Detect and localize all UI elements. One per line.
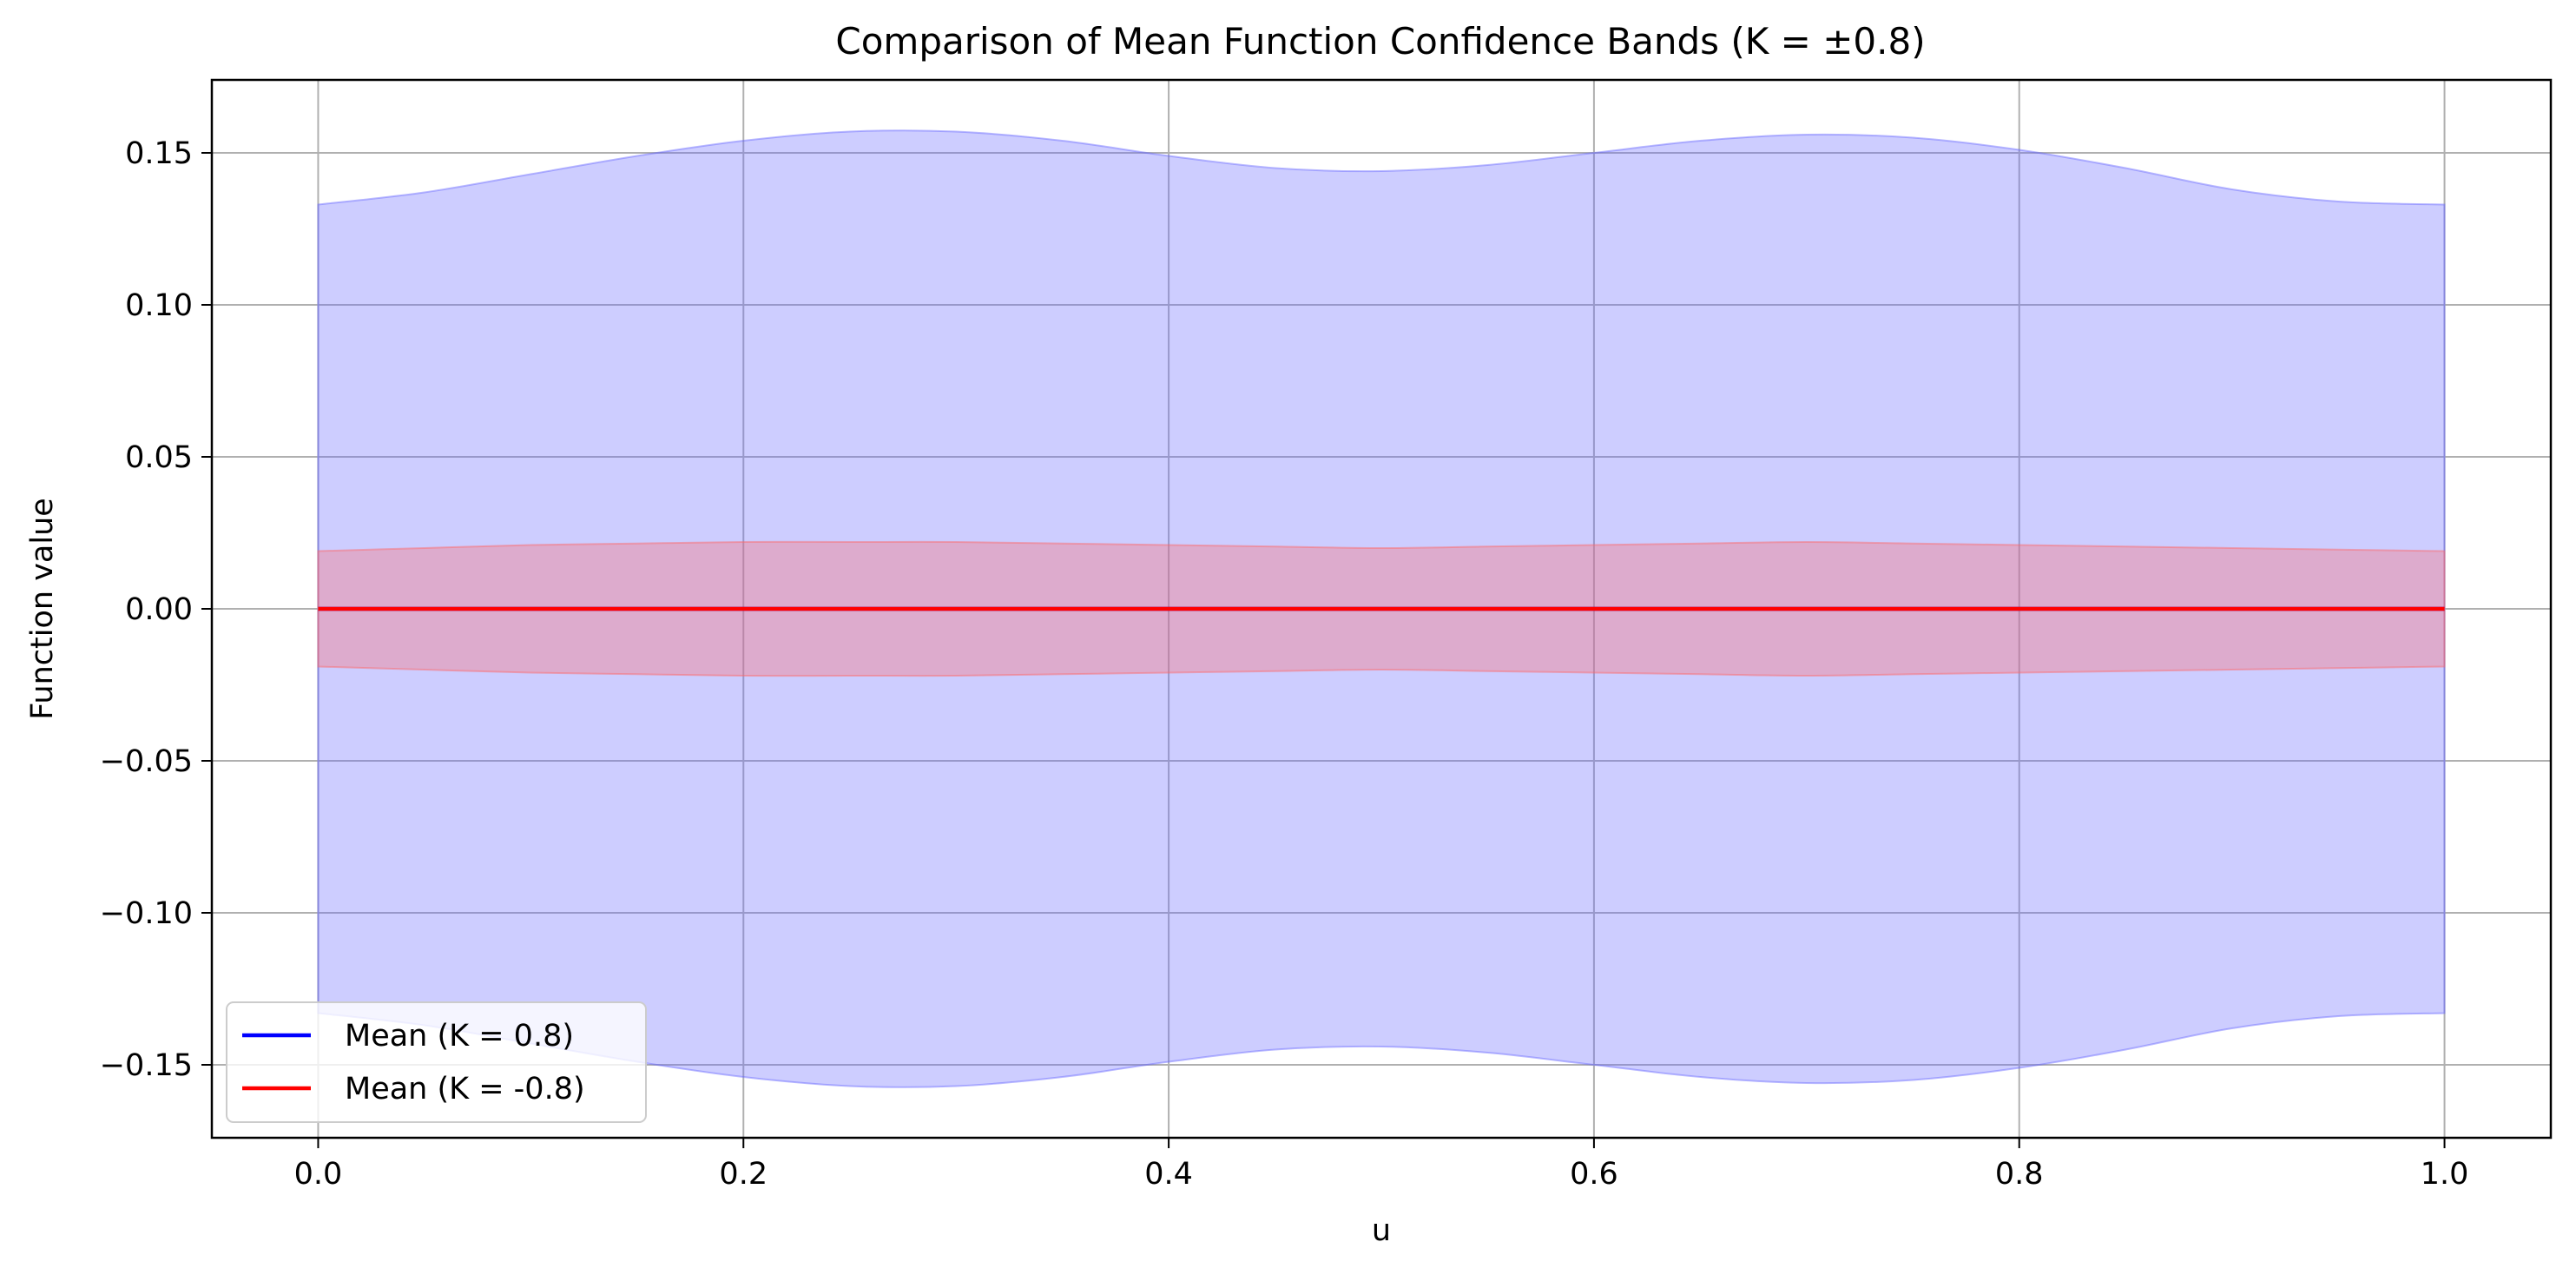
legend-label-1: Mean (K = -0.8) — [345, 1072, 585, 1107]
y-tick-label-3: 0.00 — [125, 592, 193, 627]
chart-title: Comparison of Mean Function Confidence B… — [835, 20, 1925, 63]
y-axis-label: Function value — [25, 498, 60, 720]
y-tick-label-1: −0.10 — [100, 896, 193, 931]
x-tick-label-0: 0.0 — [294, 1157, 343, 1192]
y-tick-label-6: 0.15 — [125, 136, 193, 171]
x-tick-label-5: 1.0 — [2421, 1157, 2469, 1192]
y-tick-label-4: 0.05 — [125, 440, 193, 475]
x-tick-label-2: 0.4 — [1144, 1157, 1193, 1192]
y-tick-label-0: −0.15 — [100, 1048, 193, 1083]
y-tick-label-5: 0.10 — [125, 288, 193, 323]
x-axis-ticks: 0.0 0.2 0.4 0.6 0.8 1.0 — [294, 1138, 2469, 1192]
y-axis-ticks: −0.15 −0.10 −0.05 0.00 0.05 0.10 0.15 — [100, 136, 212, 1083]
x-tick-label-3: 0.6 — [1570, 1157, 1618, 1192]
x-tick-label-1: 0.2 — [719, 1157, 768, 1192]
legend: Mean (K = 0.8) Mean (K = -0.8) — [226, 1001, 647, 1123]
x-axis-label: u — [1372, 1213, 1391, 1248]
y-tick-label-2: −0.05 — [100, 744, 193, 779]
legend-box — [226, 1001, 647, 1123]
x-tick-label-4: 0.8 — [1995, 1157, 2044, 1192]
legend-label-0: Mean (K = 0.8) — [345, 1019, 574, 1054]
